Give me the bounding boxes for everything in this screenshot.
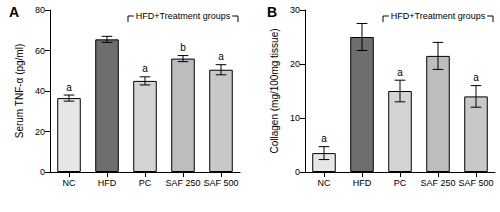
svg-text:60: 60 — [35, 46, 45, 56]
svg-text:a: a — [218, 51, 224, 62]
svg-text:20: 20 — [290, 59, 300, 69]
svg-text:NC: NC — [63, 178, 76, 188]
svg-text:30: 30 — [290, 5, 300, 15]
svg-text:HFD: HFD — [98, 178, 117, 188]
svg-text:SAF 500: SAF 500 — [203, 178, 238, 188]
svg-text:80: 80 — [35, 5, 45, 15]
svg-text:b: b — [180, 42, 186, 53]
svg-text:10: 10 — [290, 113, 300, 123]
svg-text:A: A — [9, 4, 19, 20]
svg-text:a: a — [397, 67, 403, 78]
svg-text:HFD+Treatment groups: HFD+Treatment groups — [391, 11, 486, 21]
svg-text:a: a — [473, 72, 479, 83]
svg-text:a: a — [66, 82, 72, 93]
svg-text:Serum TNF-α (pg/ml): Serum TNF-α (pg/ml) — [14, 44, 25, 139]
svg-text:PC: PC — [139, 178, 152, 188]
svg-text:NC: NC — [318, 178, 331, 188]
svg-text:0: 0 — [40, 167, 45, 177]
svg-text:PC: PC — [394, 178, 407, 188]
svg-text:20: 20 — [35, 127, 45, 137]
svg-text:B: B — [267, 4, 277, 20]
svg-text:40: 40 — [35, 86, 45, 96]
svg-text:SAF 250: SAF 250 — [420, 178, 455, 188]
svg-text:SAF 250: SAF 250 — [165, 178, 200, 188]
svg-text:a: a — [321, 133, 327, 144]
svg-text:HFD+Treatment groups: HFD+Treatment groups — [136, 11, 231, 21]
svg-text:a: a — [142, 63, 148, 74]
svg-text:HFD: HFD — [353, 178, 372, 188]
svg-text:0: 0 — [295, 167, 300, 177]
svg-text:Collagen (mg/100mg tissue): Collagen (mg/100mg tissue) — [269, 28, 280, 153]
svg-text:SAF 500: SAF 500 — [458, 178, 493, 188]
